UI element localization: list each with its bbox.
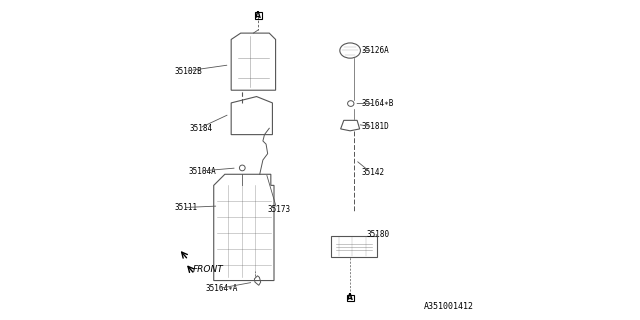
Text: 35181D: 35181D [362, 122, 390, 131]
Text: 35142: 35142 [362, 168, 385, 177]
Text: 35182B: 35182B [174, 67, 202, 76]
Text: 35184A: 35184A [188, 167, 216, 176]
Text: 35173: 35173 [268, 205, 291, 214]
Text: 35180: 35180 [367, 230, 390, 239]
FancyBboxPatch shape [347, 294, 354, 301]
FancyBboxPatch shape [255, 12, 262, 19]
Text: A: A [255, 11, 261, 20]
FancyBboxPatch shape [331, 236, 377, 257]
Text: 35126A: 35126A [362, 46, 390, 55]
Text: 35164∗A: 35164∗A [206, 284, 238, 293]
Text: 35184: 35184 [190, 124, 213, 133]
Text: FRONT: FRONT [193, 265, 224, 274]
Text: A351001412: A351001412 [424, 302, 474, 311]
Text: 35164∗B: 35164∗B [362, 99, 394, 108]
Text: 35111: 35111 [174, 203, 197, 212]
Text: A: A [347, 293, 353, 302]
